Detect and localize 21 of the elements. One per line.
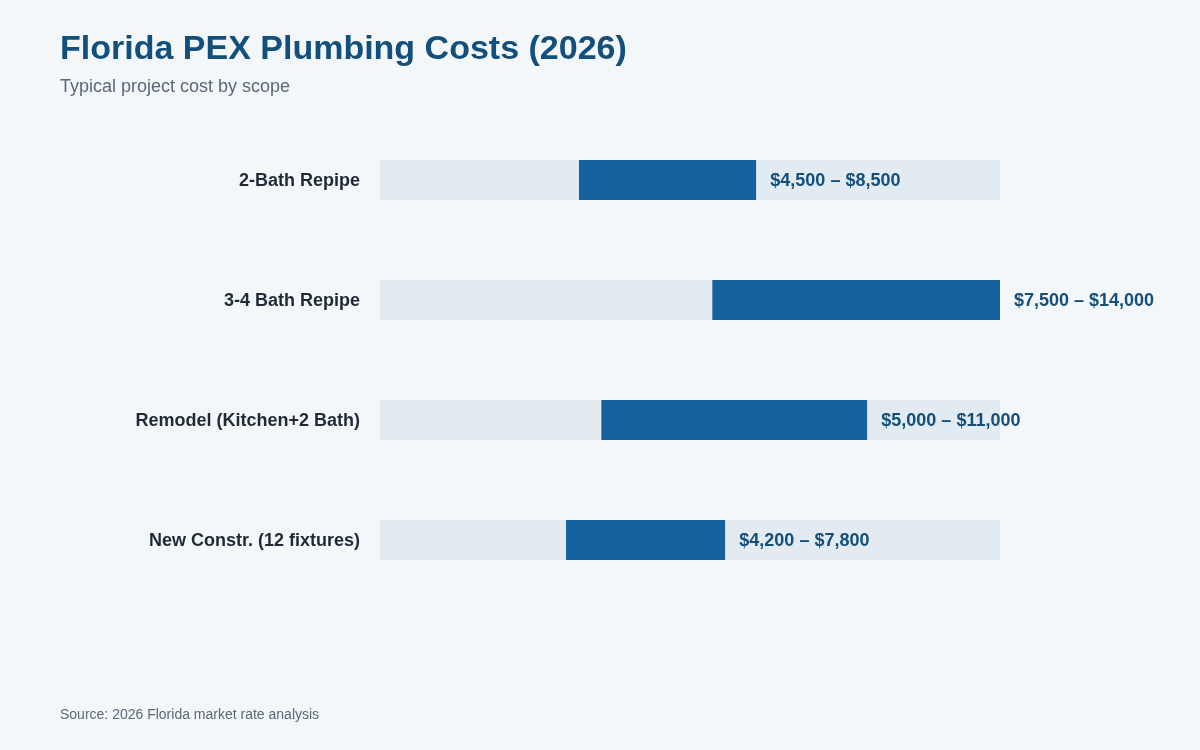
bar — [380, 160, 580, 200]
bar — [756, 160, 1000, 200]
bar — [712, 280, 1000, 320]
bar — [380, 280, 713, 320]
annotation: $4,500 – $8,500 — [770, 170, 901, 190]
bar — [380, 520, 566, 560]
annotation: $7,500 – $14,000 — [1014, 290, 1155, 310]
bar — [566, 520, 726, 560]
annotation: $4,200 – $7,800 — [739, 530, 870, 550]
bar — [579, 160, 757, 200]
bar — [601, 400, 868, 440]
chart-title: Florida PEX Plumbing Costs (2026) — [60, 28, 627, 67]
bar — [380, 400, 602, 440]
y-tick-label: Remodel (Kitchen+2 Bath) — [135, 410, 360, 431]
y-tick-label: 2-Bath Repipe — [238, 170, 360, 191]
text: Typical project cost by scope — [60, 76, 291, 97]
source-note: Source: 2026 Florida market rate analysis — [60, 706, 320, 722]
y-tick-label: 3-4 Bath Repipe — [223, 290, 360, 311]
bar — [725, 520, 1000, 560]
annotation: $5,000 – $11,000 — [881, 410, 1021, 430]
y-tick-label: New Constr. (12 fixtures) — [148, 530, 360, 551]
